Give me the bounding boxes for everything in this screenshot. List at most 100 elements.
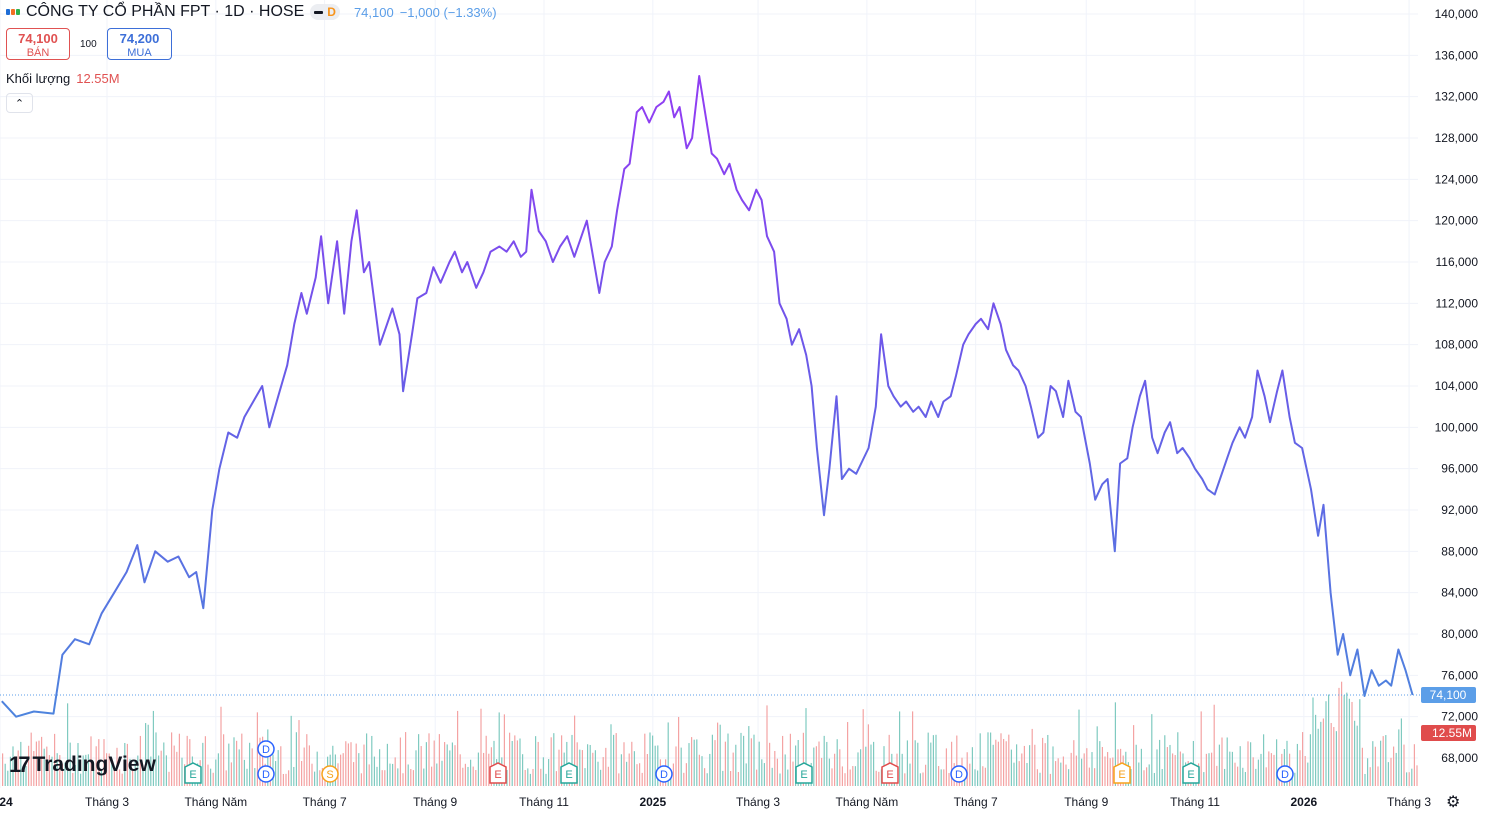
x-tick-label: 2026: [1290, 795, 1317, 809]
volume-bar: [54, 733, 56, 786]
event-marker-e[interactable]: E: [560, 762, 578, 784]
tradingview-logo[interactable]: 17 TradingView: [9, 752, 156, 778]
volume-bar: [1179, 751, 1181, 786]
volume-bar: [464, 763, 466, 786]
volume-bar: [301, 760, 303, 786]
volume-bar: [1307, 762, 1309, 786]
volume-bar: [1265, 767, 1267, 786]
volume-bar: [152, 710, 154, 786]
volume-bar: [347, 743, 349, 786]
volume-bar: [1416, 765, 1418, 786]
volume-bar: [1213, 704, 1215, 786]
event-marker-d[interactable]: D: [1276, 765, 1294, 783]
volume-bar: [995, 739, 997, 786]
volume-bar: [483, 752, 485, 786]
volume-bar: [1208, 753, 1210, 786]
volume-bar: [636, 764, 638, 786]
event-markers[interactable]: E D S E E D E E D E E D D: [184, 740, 1294, 784]
volume-bar: [412, 770, 414, 786]
y-tick-label: 72,000: [1441, 710, 1478, 724]
volume-bar: [1000, 733, 1002, 786]
volume-bar: [15, 764, 17, 786]
volume-bar: [1094, 768, 1096, 786]
event-marker-e[interactable]: E: [489, 762, 507, 784]
volume-bar: [376, 766, 378, 786]
volume-bar: [618, 773, 620, 786]
volume-bar: [1039, 772, 1041, 786]
collapse-button[interactable]: ⌃: [6, 93, 33, 113]
volume-bar: [795, 745, 797, 786]
volume-bar: [867, 724, 869, 786]
event-marker-e[interactable]: E: [1113, 762, 1131, 784]
event-marker-d[interactable]: D: [655, 765, 673, 783]
volume-bar: [597, 761, 599, 786]
volume-bar: [1296, 743, 1298, 786]
volume-bar: [1049, 773, 1051, 786]
volume-bar: [545, 773, 547, 786]
volume-bar: [745, 763, 747, 786]
volume-bar: [386, 743, 388, 786]
volume-bar: [368, 764, 370, 786]
volume-bar: [992, 744, 994, 786]
volume-bar: [704, 768, 706, 786]
volume-bar: [974, 769, 976, 786]
volume-bar: [9, 756, 11, 786]
volume-bar: [220, 706, 222, 786]
volume-bar: [1382, 736, 1384, 786]
event-marker-e[interactable]: E: [184, 762, 202, 784]
volume-bar: [1237, 766, 1239, 786]
volume-legend[interactable]: Khối lượng 12.55M: [6, 71, 120, 86]
volume-bar: [756, 769, 758, 786]
sell-button[interactable]: 74,100 BÁN: [6, 28, 70, 60]
event-marker-e[interactable]: E: [1182, 762, 1200, 784]
volume-bar: [870, 744, 872, 786]
volume-bar: [1361, 747, 1363, 786]
volume-bar: [555, 771, 557, 786]
event-marker-s[interactable]: S: [321, 765, 339, 783]
buy-button[interactable]: 74,200 MUA: [107, 28, 172, 60]
y-tick-label: 92,000: [1441, 503, 1478, 517]
volume-bar: [594, 750, 596, 786]
volume-bar: [399, 737, 401, 786]
volume-bar: [613, 734, 615, 786]
volume-bar: [966, 752, 968, 786]
volume-bar: [498, 712, 500, 786]
x-tick-label: Tháng 7: [303, 795, 347, 809]
volume-bar: [951, 741, 953, 786]
volume-bar: [945, 748, 947, 786]
gear-icon[interactable]: ⚙: [1446, 794, 1461, 811]
symbol-title[interactable]: CÔNG TY CỔ PHẦN FPT · 1D · HOSE: [26, 3, 305, 20]
volume-bar: [150, 756, 152, 786]
volume-bar: [1257, 759, 1259, 786]
event-marker-e[interactable]: E: [881, 762, 899, 784]
volume-bar: [17, 750, 19, 786]
volume-bar: [67, 703, 69, 786]
volume-bar: [724, 741, 726, 786]
x-tick-label: 2025: [639, 795, 666, 809]
volume-bar: [480, 708, 482, 786]
volume-bar: [189, 739, 191, 786]
event-marker-label: E: [1118, 769, 1125, 781]
event-marker-d[interactable]: D: [950, 765, 968, 783]
event-marker-e[interactable]: E: [795, 762, 813, 784]
volume-bar: [95, 746, 97, 786]
event-marker-d[interactable]: D: [257, 740, 275, 758]
minus-icon: [314, 10, 324, 14]
volume-bar: [4, 763, 6, 786]
volume-bar: [20, 741, 22, 786]
volume-bar: [672, 763, 674, 786]
volume-bar: [1408, 772, 1410, 786]
volume-bar: [548, 759, 550, 786]
volume-bar: [1393, 746, 1395, 786]
interval-badge[interactable]: D: [310, 4, 340, 20]
volume-bar: [1341, 681, 1343, 786]
volume-bar: [688, 743, 690, 786]
volume-bar: [789, 733, 791, 786]
volume-bar: [971, 747, 973, 786]
y-tick-label: 104,000: [1435, 379, 1479, 393]
event-marker-label: D: [955, 769, 963, 781]
volume-bar: [938, 766, 940, 786]
event-marker-d[interactable]: D: [257, 765, 275, 783]
volume-bar: [1112, 757, 1114, 786]
